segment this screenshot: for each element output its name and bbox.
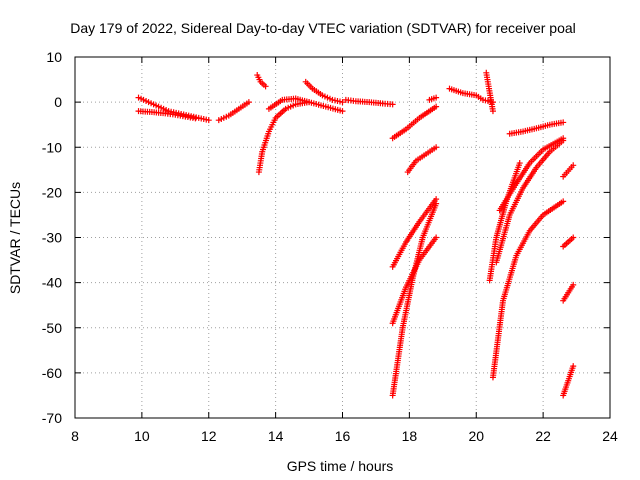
x-tick-label: 22 (535, 428, 551, 444)
data-point (433, 103, 440, 110)
y-tick-label: -10 (42, 139, 62, 155)
data-point (433, 234, 440, 241)
x-axis-label: GPS time / hours (287, 458, 394, 474)
x-tick-label: 12 (201, 428, 217, 444)
data-point (205, 117, 212, 124)
data-point (516, 160, 523, 167)
x-tick-label: 18 (402, 428, 418, 444)
x-tick-label: 20 (468, 428, 484, 444)
data-point (489, 108, 496, 115)
data-point (245, 99, 252, 106)
x-tick-label: 16 (335, 428, 351, 444)
data-point (339, 99, 346, 106)
y-tick-label: -60 (42, 365, 62, 381)
data-point (262, 83, 269, 90)
y-tick-label: -40 (42, 275, 62, 291)
x-tick-label: 10 (134, 428, 150, 444)
data-point (433, 94, 440, 101)
chart-title: Day 179 of 2022, Sidereal Day-to-day VTE… (70, 20, 576, 36)
x-axis: 8 10 12 14 16 18 20 22 24 (71, 57, 618, 444)
data-point (339, 108, 346, 115)
x-tick-label: 24 (602, 428, 618, 444)
y-axis: -70 -60 -50 -40 -30 -20 -10 0 10 (42, 49, 610, 426)
y-tick-label: 0 (54, 94, 62, 110)
x-tick-label: 8 (71, 428, 79, 444)
data-point (192, 115, 199, 122)
data-point (570, 363, 577, 370)
data-point (570, 234, 577, 241)
y-tick-label: -20 (42, 184, 62, 200)
data-point (560, 135, 567, 142)
data-point (570, 281, 577, 288)
y-axis-label: SDTVAR / TECUs (7, 182, 23, 294)
data-point (560, 198, 567, 205)
data-point (570, 162, 577, 169)
data-point (433, 144, 440, 151)
data-points (135, 69, 577, 399)
data-point (433, 200, 440, 207)
y-tick-label: 10 (46, 49, 62, 65)
y-tick-label: -70 (42, 410, 62, 426)
y-tick-label: -50 (42, 320, 62, 336)
y-tick-label: -30 (42, 230, 62, 246)
data-point (560, 119, 567, 126)
data-point (389, 101, 396, 108)
x-tick-label: 14 (268, 428, 284, 444)
